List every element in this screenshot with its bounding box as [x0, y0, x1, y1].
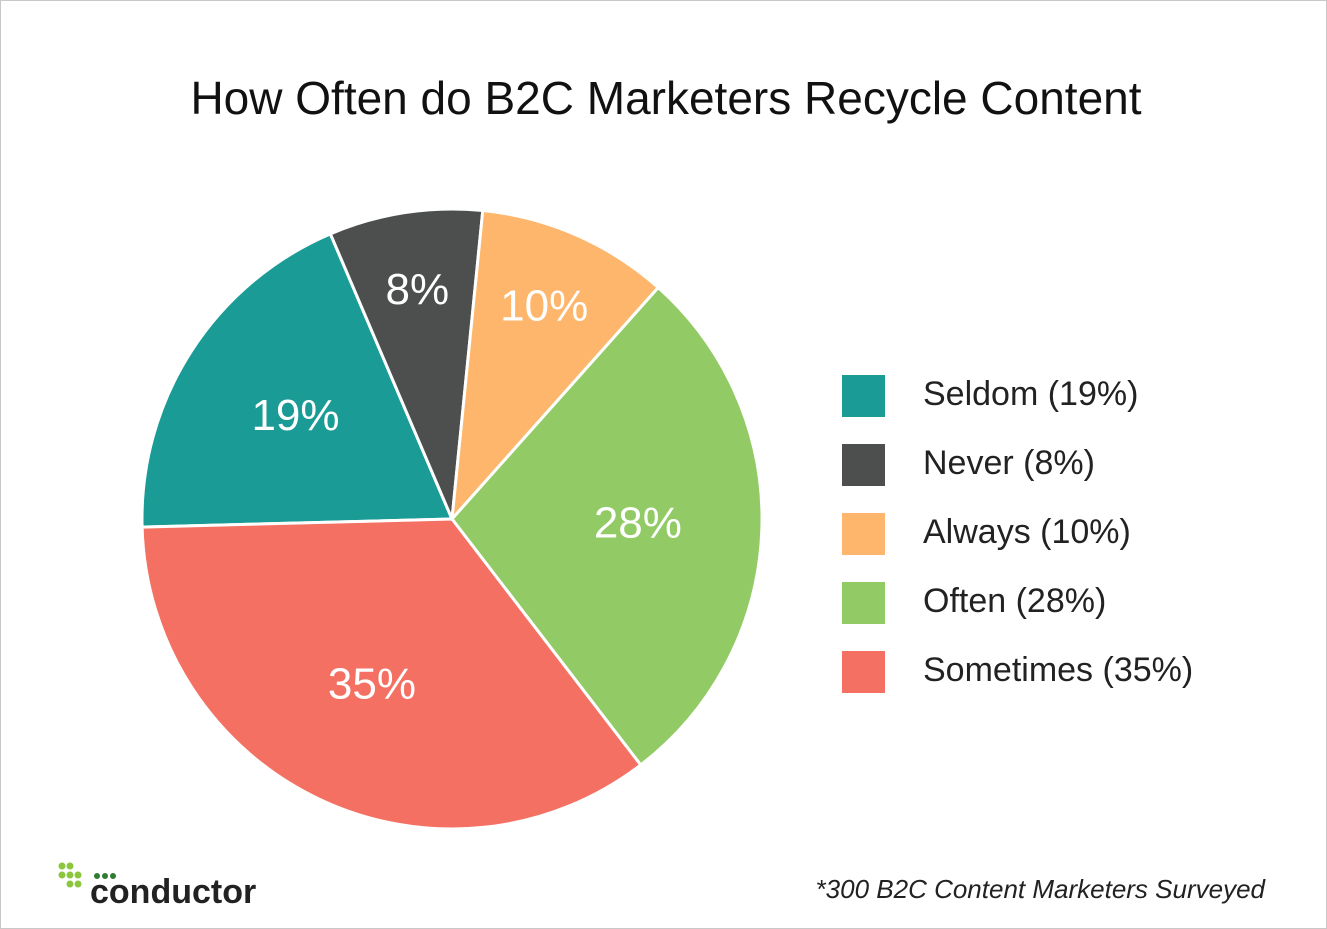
legend-label: Sometimes (35%) [923, 651, 1193, 689]
legend-swatch [842, 651, 885, 693]
pie-slice [140, 517, 643, 831]
logo-text: conductor [90, 873, 256, 911]
slice-label: 19% [251, 391, 339, 440]
chart-title: How Often do B2C Marketers Recycle Conte… [190, 72, 1141, 124]
footnote: *300 B2C Content Marketers Surveyed [816, 874, 1267, 904]
slice-label: 28% [594, 498, 682, 547]
logo-mark [58, 862, 116, 888]
pie-slice [450, 208, 661, 524]
slice-label: 10% [500, 282, 588, 331]
pie-slice [140, 231, 455, 529]
slice-label: 35% [328, 660, 416, 709]
legend-label: Always (10%) [923, 513, 1131, 551]
legend-swatch [842, 375, 885, 417]
pie-slice [328, 207, 485, 520]
pie-slice [450, 285, 764, 768]
legend-label: Never (8%) [923, 444, 1095, 482]
legend-swatch [842, 444, 885, 486]
legend-swatch [842, 582, 885, 624]
legend-label: Seldom (19%) [923, 375, 1138, 413]
slice-label: 8% [386, 265, 450, 314]
legend-swatch [842, 513, 885, 555]
legend-label: Often (28%) [923, 582, 1106, 620]
